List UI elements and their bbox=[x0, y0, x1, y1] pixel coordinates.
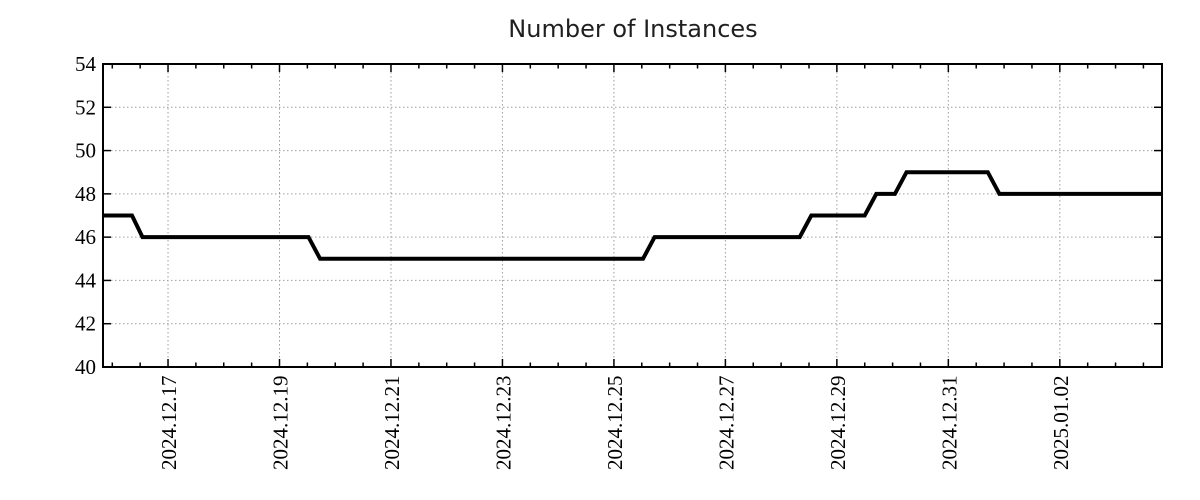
y-tick-label: 52 bbox=[75, 95, 96, 119]
x-tick-label: 2025.01.02 bbox=[1049, 376, 1073, 471]
x-tick-label: 2024.12.19 bbox=[269, 376, 293, 471]
y-tick-label: 54 bbox=[75, 52, 97, 76]
label-layer: 54 52 50 48 46 44 42 40 2024.12.17 2024.12.19 2024… bbox=[75, 52, 1073, 470]
series-line-instances bbox=[103, 170, 1162, 261]
x-tick-label: 2024.12.27 bbox=[714, 376, 738, 471]
x-tick-label: 2024.12.25 bbox=[603, 376, 627, 471]
x-tick-label: 2024.12.21 bbox=[380, 376, 404, 471]
x-tick-label: 2024.12.23 bbox=[491, 376, 515, 471]
y-tick-label: 50 bbox=[75, 139, 96, 163]
x-tick-label: 2024.12.17 bbox=[157, 376, 181, 471]
y-tick-label: 40 bbox=[75, 355, 96, 379]
x-tick-label: 2024.12.31 bbox=[937, 376, 961, 471]
y-tick-label: 48 bbox=[75, 182, 96, 206]
series-layer bbox=[103, 170, 1162, 261]
axis-layer bbox=[102, 63, 1163, 368]
y-tick-label: 46 bbox=[75, 225, 96, 249]
chart-title: Number of Instances bbox=[508, 15, 757, 43]
y-tick-label: 42 bbox=[75, 312, 96, 336]
grid-layer bbox=[103, 64, 1162, 367]
y-tick-label: 44 bbox=[75, 268, 97, 292]
x-tick-label: 2024.12.29 bbox=[826, 376, 850, 471]
plot-border bbox=[102, 63, 1163, 368]
